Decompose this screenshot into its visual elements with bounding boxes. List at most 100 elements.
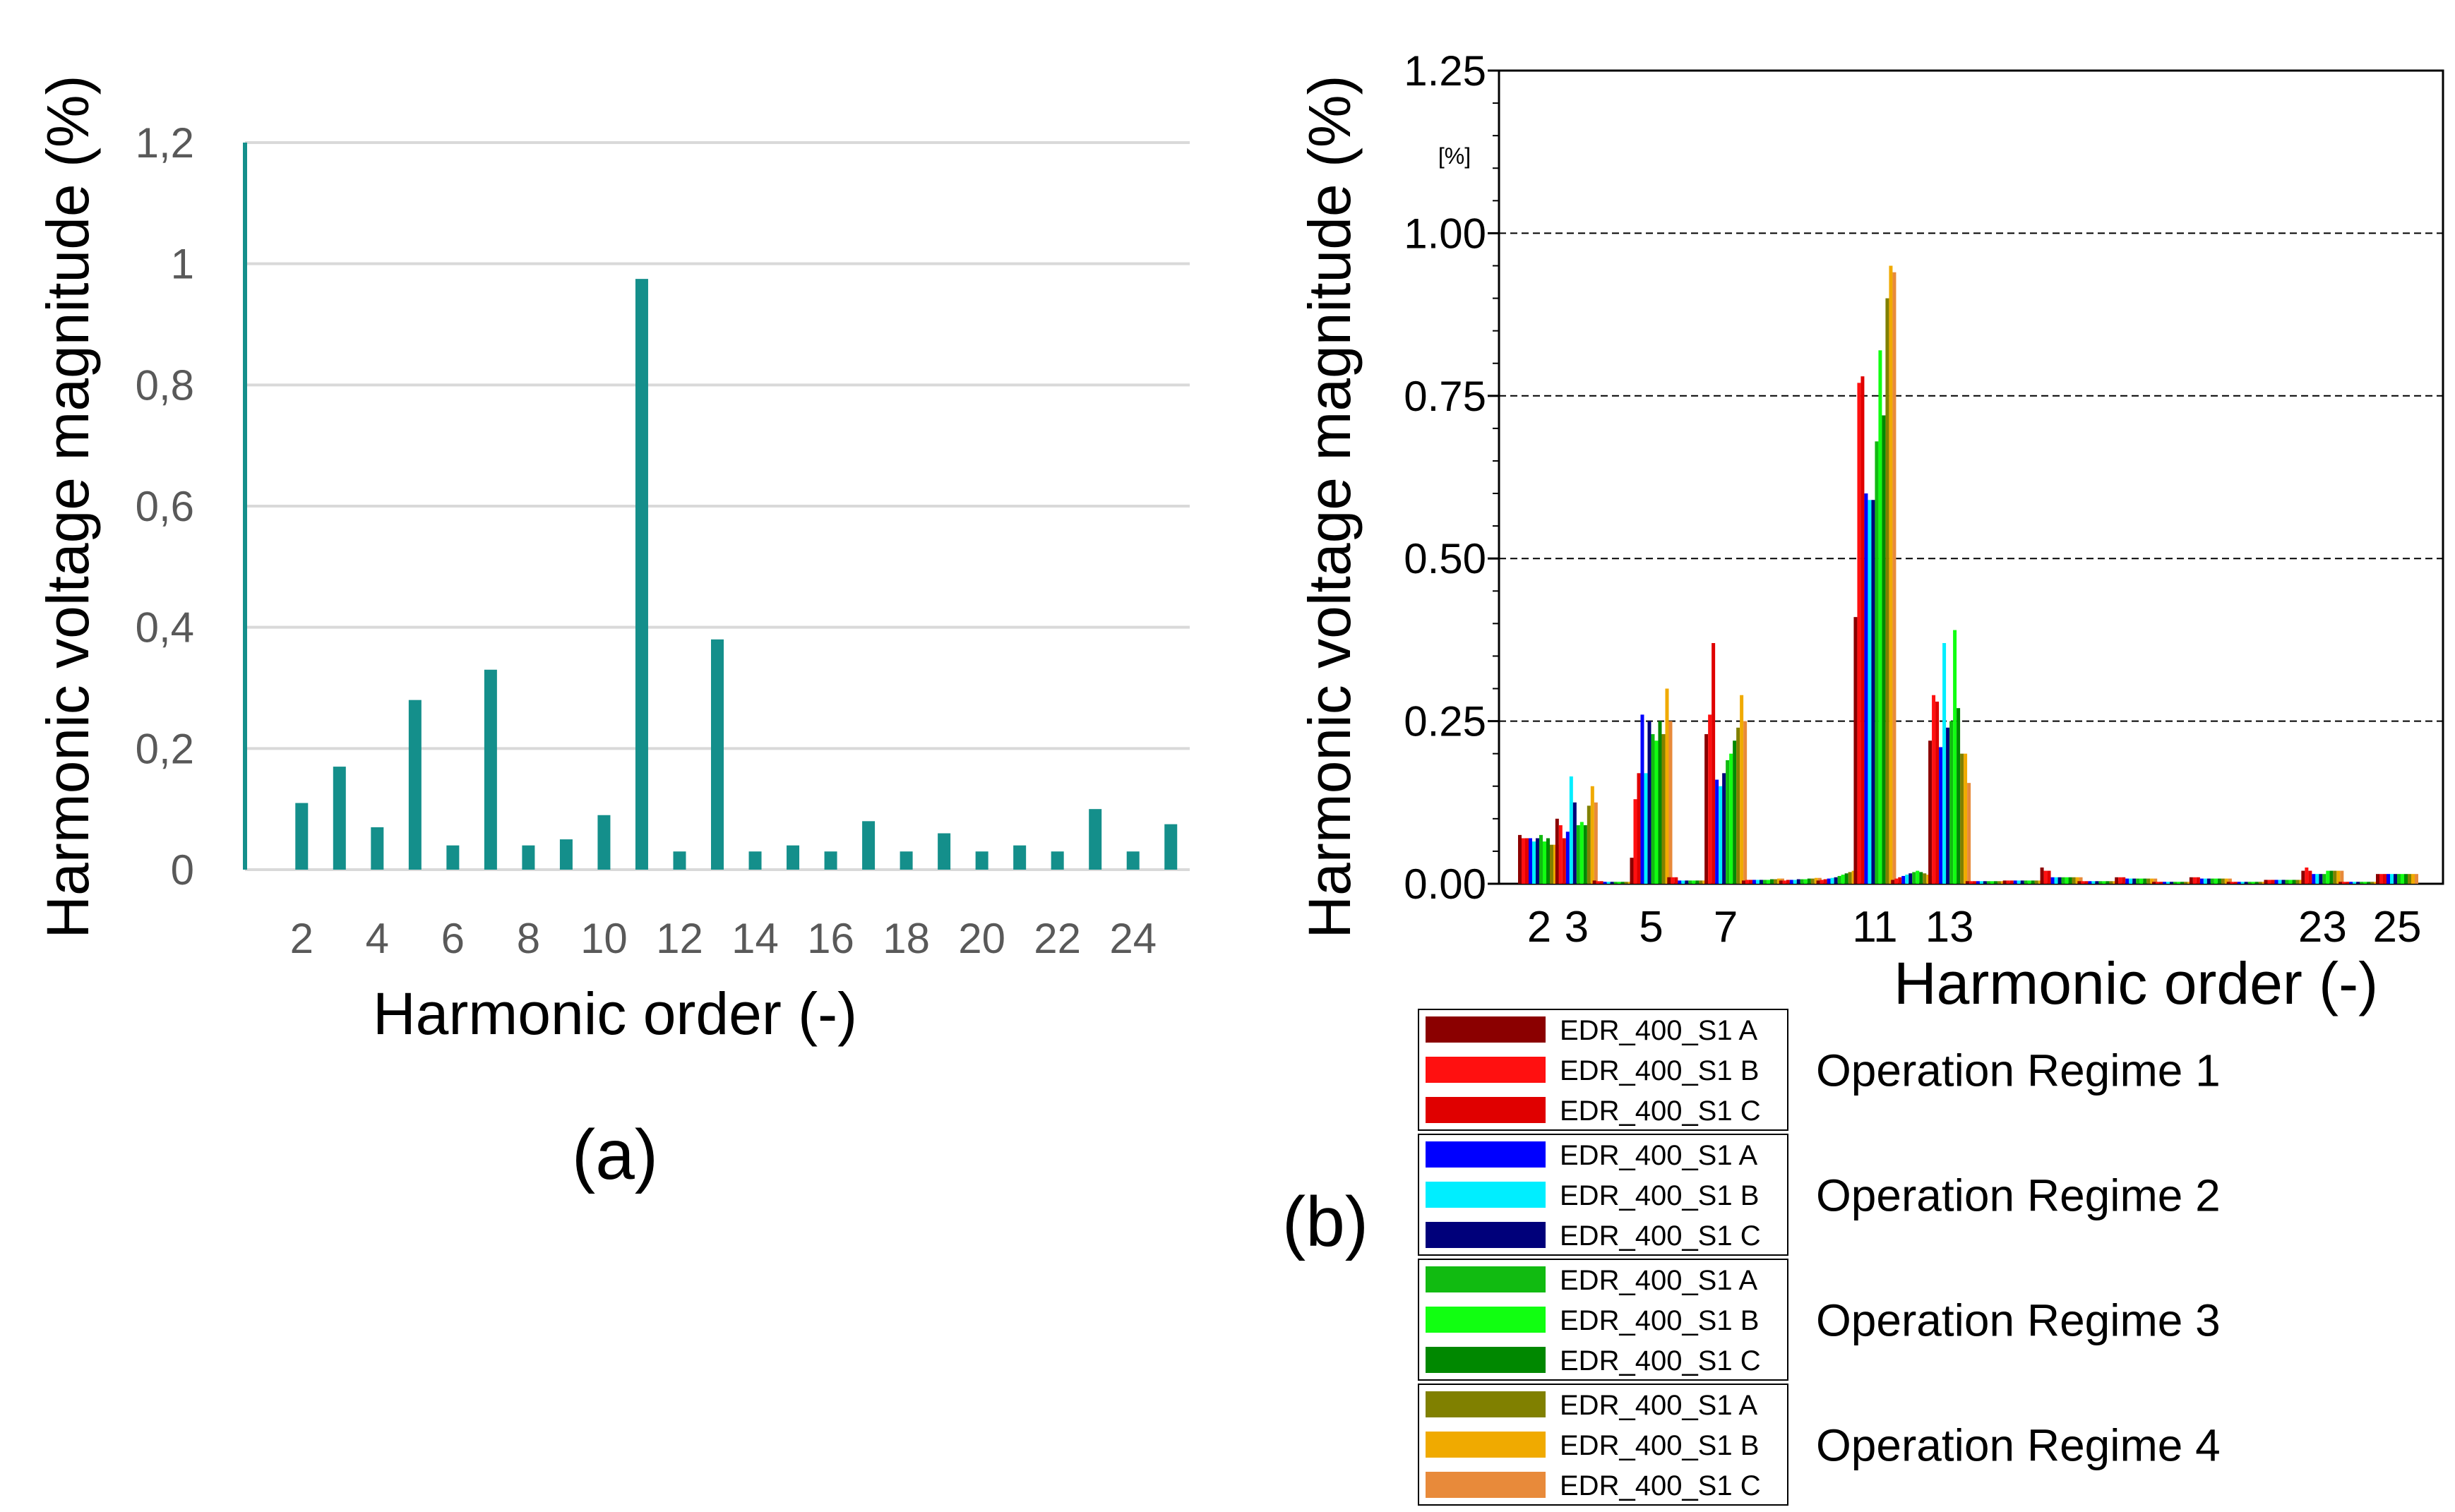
chart-b-bar [1606,882,1611,884]
chart-b-bar [2315,874,2319,884]
chart-b-bar [2214,878,2218,884]
chart-b-y-tick-label: 0.00 [1404,860,1486,908]
chart-b-bar [2404,874,2408,884]
chart-b-bar [1558,825,1563,884]
chart-b-gridlines [1488,69,2443,885]
chart-a-bar [1164,824,1178,870]
legend-entry-label: EDR_400_S1 A [1560,1265,1758,1296]
chart-b-bar [2210,878,2214,884]
chart-b-bar [2061,877,2065,884]
chart-a-bar [824,851,837,870]
chart-b-bar [2156,882,2160,884]
chart-b-bar [2251,882,2255,884]
chart-b-bar [2226,882,2230,884]
chart-a-y-tick-label: 1,2 [136,119,194,167]
chart-b-bar [2203,878,2207,884]
chart-b-y-tick-label: 0.50 [1404,535,1486,582]
chart-b-bar [1885,298,1889,884]
chart-b-bar [1901,875,1906,884]
chart-b-bar [1688,880,1692,884]
chart-b-bar [1979,881,1983,884]
chart-b-bar [1946,727,1950,884]
chart-b-bar [2009,880,2014,884]
chart-b-bar [1562,838,1566,884]
chart-b-bar [1997,881,2001,884]
chart-b-bar [2040,867,2044,884]
chart-b-bar [1837,875,1841,884]
chart-b-bar [2068,877,2072,884]
chart-b-bar [2374,882,2378,884]
chart-b-bar [1983,881,1987,884]
chart-b-bar [2228,878,2232,884]
chart-b: 0.00 0.25 0.50 0.75 1.00 1.25 2 3 5 7 11 13 23 25 [%… [1282,47,2444,1506]
chart-b-x-tick-label: 25 [2373,903,2422,952]
legend-swatch [1426,1057,1546,1083]
chart-b-bar [1857,383,1861,884]
chart-b-bar [2383,874,2387,884]
chart-b-bar [2224,878,2228,884]
chart-b-bar [1658,721,1662,884]
chart-b-bar [1912,872,1916,884]
chart-b-bar [2088,881,2092,884]
chart-b-bar [1935,701,1940,884]
chart-b-bar [1681,880,1685,884]
chart-b-bar [1617,882,1621,884]
chart-b-bar [1827,878,1831,884]
chart-a-bar [295,803,309,870]
chart-b-bar [1807,878,1811,884]
chart-b-bar [2166,882,2170,884]
chart-b-bar [2038,880,2042,884]
chart-b-bar [1702,880,1707,884]
chart-b-bar [2312,874,2316,884]
chart-b-bar [2301,870,2305,884]
chart-a: 00,20,40,60,811,2 2 4 6 8 10 12 14 16 18 20 22 24 H… [35,75,1190,1194]
chart-b-bar [1667,877,1671,884]
legend-entry-label: EDR_400_S1 B [1560,1180,1759,1211]
chart-a-y-tick-label: 0,8 [136,361,194,409]
chart-b-x-tick-label: 2 [1527,903,1551,952]
chart-b-bar [1964,753,1968,884]
chart-b-bar [1651,734,1655,884]
chart-a-x-tick-label: 12 [656,915,703,962]
chart-b-bar [1814,877,1818,884]
chart-b-bar [2129,878,2133,884]
chart-a-bar [408,700,422,870]
chart-b-x-tick-labels: 2 3 5 7 11 13 23 25 [1527,903,2422,952]
chart-b-bar [1685,880,1689,884]
legend-swatch [1426,1266,1546,1292]
chart-b-bar [2408,874,2411,884]
chart-b-bar [1583,825,1587,884]
legend-regime-label: Operation Regime 2 [1816,1170,2221,1221]
chart-b-bar [1525,838,1529,884]
chart-a-y-axis-label: Harmonic voltage magnitude (%) [35,75,101,938]
chart-b-bar [1745,880,1749,884]
chart-b-bar [1733,740,1737,884]
chart-b-bar [1630,858,1634,884]
chart-b-bar [2079,877,2083,884]
chart-a-bar [1013,845,1027,870]
legend-regime-label: Operation Regime 1 [1816,1045,2221,1096]
legend-swatch [1426,1391,1546,1417]
chart-b-bar [2050,877,2055,884]
chart-b-bar [2258,882,2262,884]
chart-b-bar [1553,844,1557,884]
chart-b-bar [2370,882,2375,884]
chart-a-bar [1051,851,1064,870]
chart-b-bar [2233,882,2238,884]
chart-b-bar [2292,880,2296,884]
chart-b-bar [2189,877,2193,884]
chart-b-bar [1594,802,1598,884]
chart-b-bar [1543,841,1546,884]
chart-b-bar [1967,783,1971,884]
chart-b-bar [2105,881,2110,884]
chart-a-x-tick-label: 2 [290,915,313,962]
chart-b-bar [2271,880,2275,884]
chart-b-bar [2305,867,2309,884]
chart-b-bar [1841,875,1845,884]
chart-b-bar [2240,882,2245,884]
legend-entry-label: EDR_400_S1 C [1560,1220,1761,1252]
chart-b-bar [2299,880,2303,884]
chart-b-bar [1637,773,1641,884]
chart-a-bar [711,639,724,870]
